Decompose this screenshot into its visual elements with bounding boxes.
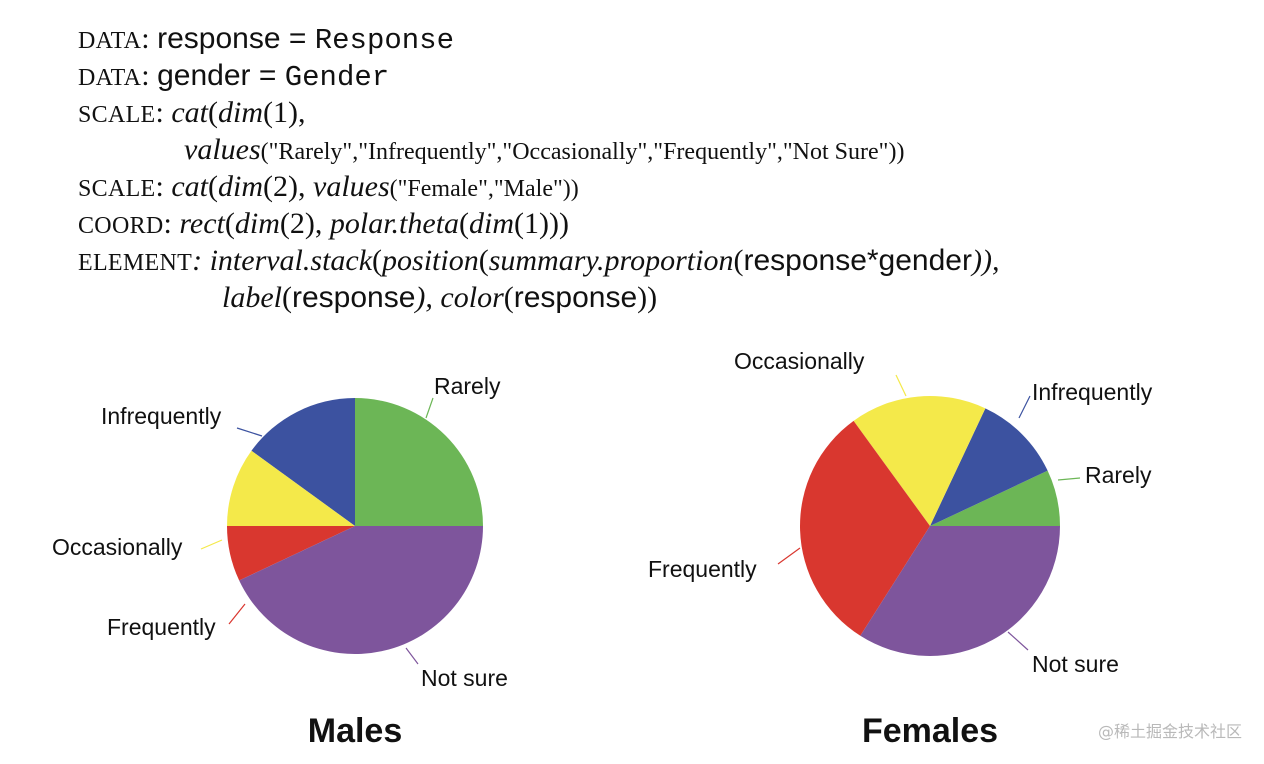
- keyword: DATA: [78, 65, 142, 91]
- slice-label: Occasionally: [734, 348, 865, 374]
- function: dim: [469, 207, 515, 240]
- variable: gender: [157, 59, 251, 92]
- args: (2),: [279, 207, 330, 240]
- args: ("Female","Male")): [389, 176, 579, 202]
- pie-slice-occasionally: [227, 450, 355, 526]
- slice-label: Rarely: [434, 373, 501, 399]
- function: cat: [171, 96, 209, 129]
- pie-slice-not-sure: [239, 526, 483, 655]
- leader-line: [228, 603, 246, 625]
- spec-line-3: SCALE: cat(dim(1),: [78, 96, 306, 129]
- function: cat: [171, 170, 209, 203]
- equals: =: [250, 59, 285, 92]
- separator: :: [141, 59, 158, 92]
- slice-label: Not sure: [421, 665, 508, 691]
- leader-line: [1018, 395, 1031, 419]
- spec-line-4: values("Rarely","Infrequently","Occasion…: [184, 133, 904, 167]
- args: (1),: [263, 96, 306, 129]
- pie-slice-not-sure: [860, 526, 1060, 656]
- args: )): [637, 281, 658, 314]
- slice-label: Infrequently: [1032, 379, 1153, 405]
- slice-label: Infrequently: [101, 403, 222, 429]
- leader-line: [200, 539, 223, 550]
- leader-line: [777, 547, 801, 565]
- pie-slice-frequently: [227, 526, 355, 581]
- equals: =: [280, 22, 315, 55]
- pie-slice-rarely: [930, 470, 1060, 526]
- pie-slice-infrequently: [251, 398, 355, 526]
- leader-line: [236, 427, 263, 437]
- function: position: [382, 244, 479, 277]
- spec-line-7: ELEMENT: interval.stack(position(summary…: [78, 244, 1000, 277]
- keyword: ELEMENT: [78, 250, 193, 276]
- keyword: SCALE: [78, 176, 156, 202]
- separator: :: [192, 244, 210, 277]
- function: interval.stack: [209, 244, 373, 277]
- pie-slice-infrequently: [930, 408, 1048, 526]
- pie-slice-occasionally: [853, 396, 986, 526]
- args: ("Rarely","Infrequently","Occasionally",…: [260, 139, 905, 165]
- watermark: @稀土掘金技术社区: [1097, 722, 1242, 741]
- args: (1))): [514, 207, 570, 240]
- spec-line-6: COORD: rect(dim(2), polar.theta(dim(1))): [78, 207, 570, 240]
- keyword: SCALE: [78, 102, 156, 128]
- keyword: DATA: [78, 28, 142, 54]
- function: dim: [234, 207, 280, 240]
- function: dim: [218, 96, 264, 129]
- spec-line-8: label(response), color(response)): [222, 281, 658, 314]
- args: )),: [971, 244, 1000, 277]
- slice-label: Frequently: [107, 614, 216, 640]
- variable: response*gender: [743, 244, 972, 277]
- spec-line-2: DATA: gender = Gender: [78, 59, 389, 94]
- function: color: [440, 281, 504, 314]
- function: rect: [179, 207, 225, 240]
- leader-line: [425, 397, 434, 419]
- chart-title: Males: [308, 712, 403, 750]
- pie-slice-rarely: [355, 398, 483, 526]
- function: polar.theta: [329, 207, 460, 240]
- chart-title: Females: [862, 712, 998, 750]
- separator: :: [155, 170, 172, 203]
- column-name: Response: [314, 24, 454, 57]
- function: values: [184, 133, 261, 166]
- variable: response: [513, 281, 638, 314]
- slice-label: Rarely: [1085, 462, 1152, 488]
- function: values: [313, 170, 390, 203]
- separator: :: [163, 207, 180, 240]
- leader-line: [895, 374, 907, 397]
- args: ),: [415, 281, 441, 314]
- slice-label: Occasionally: [52, 534, 183, 560]
- keyword: COORD: [78, 213, 164, 239]
- leader-line: [1057, 477, 1081, 481]
- pie-slice-frequently: [800, 420, 930, 636]
- slice-label: Not sure: [1032, 651, 1119, 677]
- args: (2),: [263, 170, 313, 203]
- column-name: Gender: [284, 61, 390, 94]
- function: summary.proportion: [488, 244, 734, 277]
- spec-line-1: DATA: response = Response: [78, 22, 454, 57]
- separator: :: [155, 96, 172, 129]
- slice-label: Frequently: [648, 556, 757, 582]
- variable: response: [292, 281, 416, 314]
- spec-line-5: SCALE: cat(dim(2), values("Female","Male…: [78, 170, 579, 203]
- function: dim: [218, 170, 264, 203]
- leader-line: [1007, 631, 1029, 651]
- variable: response: [157, 22, 281, 55]
- separator: :: [141, 22, 158, 55]
- function: label: [222, 281, 282, 314]
- leader-line: [405, 647, 419, 665]
